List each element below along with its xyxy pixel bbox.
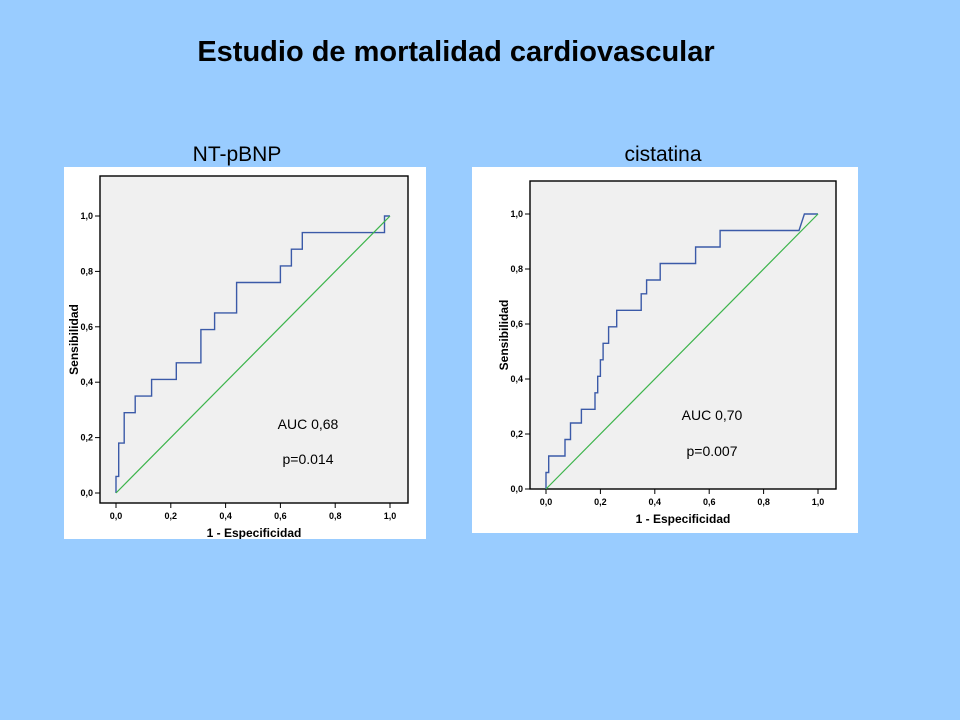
x-tick-label: 0,0 bbox=[540, 497, 553, 507]
chart-panel-cistatina: 0,0 0,0 0,2 0,2 0,4 0,4 0,6 0,6 0,8 0,8 1,0 1,0 1 - … bbox=[472, 167, 858, 533]
y-tick-label: 1,0 bbox=[80, 211, 93, 221]
chart-caption-cistatina: cistatina bbox=[624, 143, 702, 166]
p-value-annotation: p=0.014 bbox=[283, 451, 334, 467]
roc-chart-cistatina: 0,0 0,0 0,2 0,2 0,4 0,4 0,6 0,6 0,8 0,8 1,0 1,0 1 - … bbox=[472, 167, 858, 533]
x-tick-label: 0,6 bbox=[274, 511, 287, 521]
roc-curve bbox=[545, 213, 818, 489]
y-tick-label: 1,0 bbox=[510, 209, 523, 219]
x-tick-label: 0,0 bbox=[110, 511, 123, 521]
roc-curve bbox=[115, 215, 390, 493]
y-tick-label: 0,0 bbox=[510, 484, 523, 494]
x-tick-label: 0,6 bbox=[703, 497, 716, 507]
chart-panel-ntpbnp: 0,0 0,0 0,2 0,2 0,4 0,4 0,6 0,6 0,8 0,8 1,0 1,0 1 - … bbox=[64, 167, 426, 539]
roc-chart-ntpbnp: 0,0 0,0 0,2 0,2 0,4 0,4 0,6 0,6 0,8 0,8 1,0 1,0 1 - … bbox=[64, 167, 426, 539]
y-tick-label: 0,4 bbox=[80, 377, 93, 387]
p-value-annotation: p=0.007 bbox=[687, 443, 738, 459]
reference-diagonal-line bbox=[115, 215, 391, 494]
x-axis-label: 1 - Especificidad bbox=[636, 512, 731, 526]
plot-frame bbox=[529, 180, 837, 490]
y-tick-label: 0,6 bbox=[80, 322, 93, 332]
x-tick-label: 0,8 bbox=[757, 497, 770, 507]
y-tick-label: 0,2 bbox=[510, 429, 523, 439]
x-axis-label: 1 - Especificidad bbox=[207, 526, 302, 539]
x-tick-label: 1,0 bbox=[812, 497, 825, 507]
chart-caption-ntpbnp: NT-pBNP bbox=[192, 143, 282, 166]
auc-annotation: AUC 0,70 bbox=[682, 407, 743, 423]
auc-annotation: AUC 0,68 bbox=[278, 416, 339, 432]
plot-frame bbox=[99, 175, 409, 504]
x-tick-label: 0,2 bbox=[165, 511, 178, 521]
y-axis-label: Sensibilidad bbox=[67, 304, 81, 375]
x-tick-label: 0,4 bbox=[649, 497, 662, 507]
y-tick-label: 0,8 bbox=[80, 266, 93, 276]
y-tick-label: 0,6 bbox=[510, 319, 523, 329]
y-axis-label: Sensibilidad bbox=[497, 300, 511, 371]
slide-title: Estudio de mortalidad cardiovascular bbox=[197, 36, 715, 68]
x-tick-label: 0,2 bbox=[594, 497, 607, 507]
y-tick-label: 0,8 bbox=[510, 264, 523, 274]
reference-diagonal-line bbox=[545, 213, 819, 490]
x-tick-label: 0,4 bbox=[219, 511, 232, 521]
y-tick-label: 0,2 bbox=[80, 433, 93, 443]
y-tick-label: 0,4 bbox=[510, 374, 523, 384]
x-tick-label: 0,8 bbox=[329, 511, 342, 521]
y-tick-label: 0,0 bbox=[80, 488, 93, 498]
x-tick-label: 1,0 bbox=[384, 511, 397, 521]
